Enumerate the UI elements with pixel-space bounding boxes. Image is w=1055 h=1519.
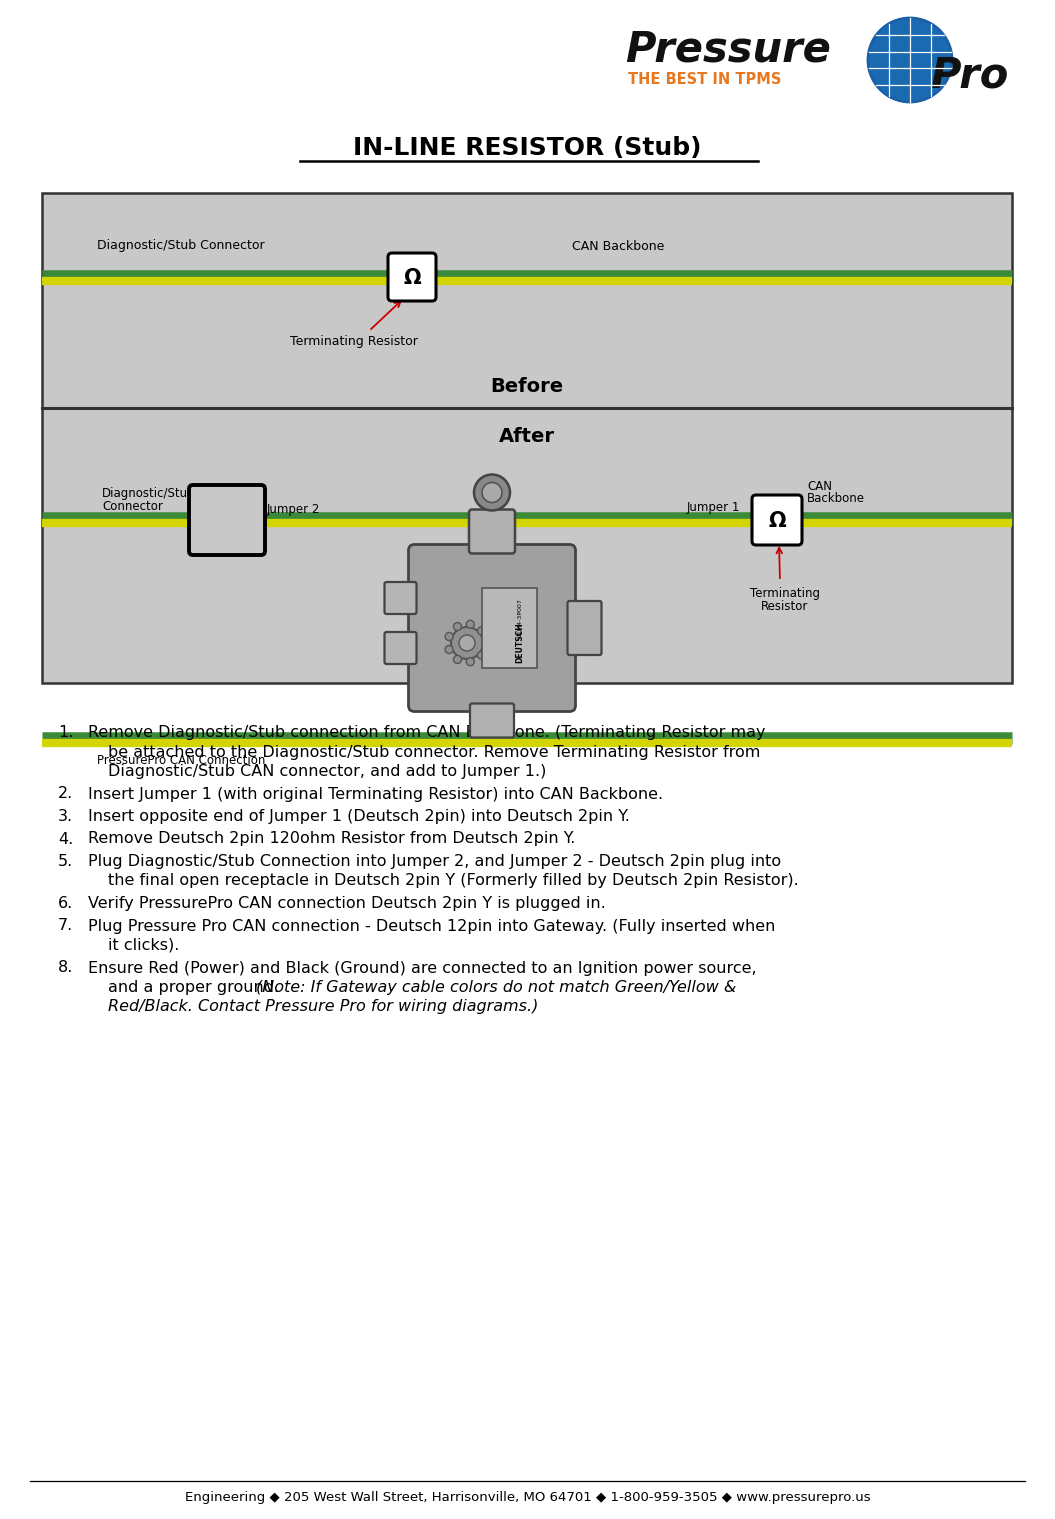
Circle shape: [454, 656, 461, 664]
Text: Ω: Ω: [403, 267, 421, 289]
Circle shape: [459, 635, 475, 652]
Text: Engineering ◆ 205 West Wall Street, Harrisonville, MO 64701 ◆ 1-800-959-3505 ◆ w: Engineering ◆ 205 West Wall Street, Harr…: [185, 1492, 870, 1504]
Text: Ensure Red (Power) and Black (Ground) are connected to an Ignition power source,: Ensure Red (Power) and Black (Ground) ar…: [88, 960, 756, 975]
Text: Remove Diagnostic/Stub connection from CAN Backbone. (Terminating Resistor may: Remove Diagnostic/Stub connection from C…: [88, 725, 766, 740]
Text: Diagnostic/Stub CAN connector, and add to Jumper 1.): Diagnostic/Stub CAN connector, and add t…: [108, 764, 546, 779]
Text: After: After: [499, 427, 555, 445]
Circle shape: [450, 627, 483, 659]
Circle shape: [868, 18, 952, 102]
Text: Terminating Resistor: Terminating Resistor: [290, 334, 418, 348]
Circle shape: [478, 627, 485, 635]
Text: 2.: 2.: [58, 787, 73, 802]
Text: 7.: 7.: [58, 919, 73, 934]
Text: Verify PressurePro CAN connection Deutsch 2pin Y is plugged in.: Verify PressurePro CAN connection Deutsc…: [88, 896, 606, 911]
Circle shape: [482, 639, 490, 647]
Text: Before: Before: [491, 377, 563, 395]
Text: 1.: 1.: [58, 725, 74, 740]
Text: Ω: Ω: [768, 510, 786, 532]
Text: Remove Deutsch 2pin 120ohm Resistor from Deutsch 2pin Y.: Remove Deutsch 2pin 120ohm Resistor from…: [88, 831, 575, 846]
Text: Plug Pressure Pro CAN connection - Deutsch 12pin into Gateway. (Fully inserted w: Plug Pressure Pro CAN connection - Deuts…: [88, 919, 775, 934]
Text: Jumper 1: Jumper 1: [687, 501, 741, 515]
Circle shape: [466, 620, 475, 629]
FancyBboxPatch shape: [189, 485, 265, 554]
Circle shape: [445, 646, 454, 653]
Text: Pro: Pro: [931, 55, 1009, 97]
Text: 01M4-3P007: 01M4-3P007: [518, 598, 522, 638]
FancyBboxPatch shape: [469, 703, 514, 738]
FancyBboxPatch shape: [469, 509, 515, 553]
Text: Jumper 2: Jumper 2: [267, 503, 321, 516]
Text: 8.: 8.: [58, 960, 74, 975]
Text: CAN Backbone: CAN Backbone: [572, 240, 665, 252]
Text: and a proper ground.: and a proper ground.: [108, 980, 284, 995]
FancyBboxPatch shape: [408, 544, 575, 711]
Circle shape: [466, 658, 475, 665]
Text: Backbone: Backbone: [807, 492, 865, 506]
Text: (Note: If Gateway cable colors do not match Green/Yellow &: (Note: If Gateway cable colors do not ma…: [256, 980, 736, 995]
FancyBboxPatch shape: [568, 602, 601, 655]
Text: 6.: 6.: [58, 896, 73, 911]
Text: the final open receptacle in Deutsch 2pin Y (Formerly filled by Deutsch 2pin Res: the final open receptacle in Deutsch 2pi…: [108, 873, 799, 889]
Text: Plug Diagnostic/Stub Connection into Jumper 2, and Jumper 2 - Deutsch 2pin plug : Plug Diagnostic/Stub Connection into Jum…: [88, 854, 781, 869]
Text: be attached to the Diagnostic/Stub connector. Remove Terminating Resistor from: be attached to the Diagnostic/Stub conne…: [108, 744, 761, 760]
Circle shape: [482, 483, 502, 503]
FancyBboxPatch shape: [384, 632, 417, 664]
Text: Insert opposite end of Jumper 1 (Deutsch 2pin) into Deutsch 2pin Y.: Insert opposite end of Jumper 1 (Deutsch…: [88, 810, 630, 823]
Text: Diagnostic/Stub: Diagnostic/Stub: [102, 486, 195, 500]
Text: Red/Black. Contact Pressure Pro for wiring diagrams.): Red/Black. Contact Pressure Pro for wiri…: [108, 1000, 538, 1015]
Text: Resistor: Resistor: [762, 600, 809, 614]
FancyBboxPatch shape: [384, 582, 417, 614]
Circle shape: [445, 632, 454, 641]
Text: it clicks).: it clicks).: [108, 939, 179, 952]
Text: Diagnostic/Stub Connector: Diagnostic/Stub Connector: [97, 240, 265, 252]
Text: Insert Jumper 1 (with original Terminating Resistor) into CAN Backbone.: Insert Jumper 1 (with original Terminati…: [88, 787, 664, 802]
Text: CAN: CAN: [807, 480, 832, 492]
Text: 4.: 4.: [58, 831, 73, 846]
Text: Terminating: Terminating: [750, 586, 820, 600]
Circle shape: [478, 652, 485, 659]
Circle shape: [454, 623, 461, 630]
Text: PressurePro CAN Connection: PressurePro CAN Connection: [97, 753, 266, 767]
Text: Pressure: Pressure: [625, 27, 831, 70]
Bar: [482, 588, 537, 668]
Text: Connector: Connector: [102, 500, 162, 512]
Circle shape: [474, 474, 510, 510]
Bar: [42, 193, 1012, 684]
FancyBboxPatch shape: [388, 254, 436, 301]
Text: IN-LINE RESISTOR (Stub): IN-LINE RESISTOR (Stub): [353, 137, 702, 159]
Text: DEUTSCH: DEUTSCH: [516, 623, 524, 664]
Text: 5.: 5.: [58, 854, 73, 869]
Text: 3.: 3.: [58, 810, 73, 823]
FancyBboxPatch shape: [752, 495, 802, 545]
Text: THE BEST IN TPMS: THE BEST IN TPMS: [628, 71, 782, 87]
